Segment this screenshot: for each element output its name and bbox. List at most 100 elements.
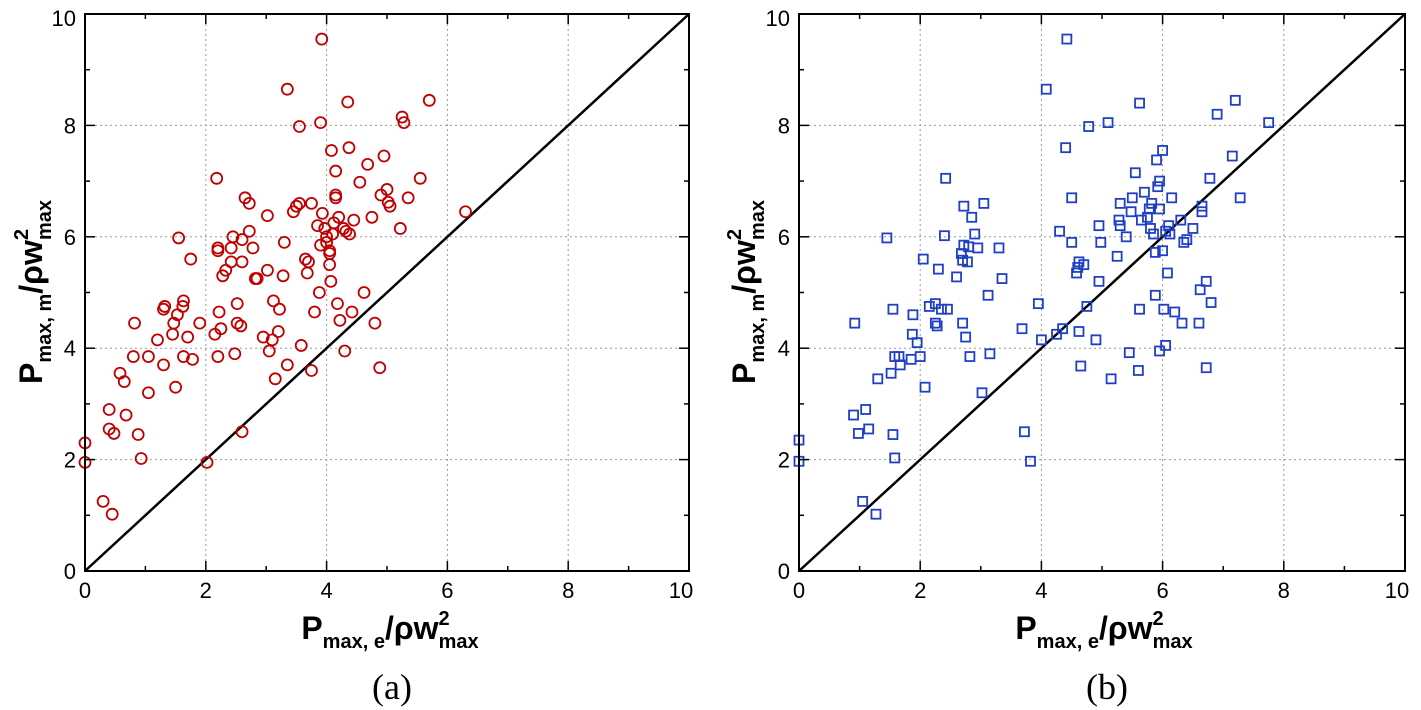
panel-b-data-point [1160, 340, 1172, 351]
panel-a-x-tick-label: 2 [200, 578, 212, 603]
panel-b-data-point [907, 309, 919, 321]
panel-b-data-point [1151, 154, 1162, 166]
panel-a-y-tick-label: 0 [64, 559, 76, 584]
panel-b-data-point [1157, 245, 1168, 257]
panel-a: 0 2 4 6 8 10 0 2 4 6 8 10 Pmax, e/ρw2 max… [11, 6, 693, 707]
panel-b-data-point [1157, 145, 1168, 156]
panel-b-data-point [1051, 328, 1062, 340]
panel-b-data-point [1090, 334, 1102, 346]
panel-a-data-point [234, 319, 248, 333]
panel-a-data-point [341, 95, 355, 109]
panel-b-x-tick-label: 8 [1278, 578, 1290, 603]
panel-a-data-point [261, 209, 274, 223]
panel-a-data-point [459, 205, 472, 219]
panel-a-data-point [273, 302, 286, 316]
panel-a-y-tick-label: 10 [52, 6, 76, 31]
panel-a-data-point [305, 196, 318, 210]
panel-b-data-point [1135, 214, 1147, 226]
panel-b-data-point [1114, 197, 1126, 209]
panel-b-data-point [1234, 192, 1246, 204]
panel-b-data-point [1263, 117, 1275, 129]
panel-b-x-axis-label: Pmax, e/ρw2 max [1015, 608, 1192, 653]
panel-b-data-point [1125, 206, 1137, 218]
panel-b-data-point [923, 301, 935, 312]
panel-b-data-point [936, 303, 947, 315]
panel-a-data-point [224, 241, 238, 255]
panel-b-data-point [966, 211, 978, 223]
panel-a-data-point [177, 350, 190, 363]
panel-b-data-point [887, 303, 899, 315]
panel-a-data-point [142, 350, 155, 363]
panel-a-data-point [256, 330, 270, 344]
panel-a-data-point [395, 110, 409, 124]
panel-b-data-point [939, 230, 950, 242]
panel-a-data-point [230, 316, 244, 330]
panel-a-data-point [397, 116, 411, 130]
panel-a-data-point [151, 333, 164, 347]
panel-a-data-point [119, 408, 133, 422]
panel-a-points [78, 32, 472, 521]
panel-b-x-tick-label: 4 [1035, 578, 1047, 603]
panel-b-data-point [1066, 192, 1078, 204]
panel-b-data-point [1036, 334, 1047, 346]
panel-a-data-point [380, 183, 394, 196]
panel-a-data-point [226, 230, 240, 244]
panel-b-data-point [1196, 200, 1208, 212]
panel-a-data-point [332, 210, 346, 224]
panel-a-data-point [280, 82, 294, 96]
panel-a-data-point [339, 224, 353, 238]
panel-a-y-tick-labels: 0 2 4 6 8 10 [52, 6, 76, 584]
panel-b-data-point [1071, 267, 1082, 279]
panel-a-data-point [211, 350, 225, 363]
panel-b-y-tick-label: 2 [778, 448, 790, 473]
panel-b-y-tick-label: 8 [778, 113, 790, 138]
panel-a-data-point [393, 222, 407, 235]
panel-b-data-point [1095, 236, 1107, 248]
panel-b-x-tick-labels: 0 2 4 6 8 10 [793, 578, 1409, 603]
panel-b-data-point [1200, 275, 1212, 287]
panel-a-data-point [311, 219, 324, 233]
panel-a-data-point [102, 403, 116, 416]
panel-a-data-point [126, 350, 140, 363]
panel-a-data-point [331, 297, 344, 311]
panel-b-data-point [1205, 297, 1217, 308]
panel-a-data-point [271, 325, 285, 338]
panel-a-data-point [361, 157, 375, 171]
panel-b-data-point [1081, 301, 1093, 312]
panel-b-data-point [857, 495, 869, 507]
panel-b-data-point [1154, 345, 1165, 357]
panel-b-data-point [996, 273, 1008, 284]
panel-b-data-point [905, 353, 917, 365]
panel-a-data-point [377, 149, 391, 163]
panel-b-data-point [1175, 214, 1187, 226]
panel-a-data-point [142, 386, 155, 400]
panel-a-data-point [134, 452, 148, 465]
panel-b-data-point [957, 317, 969, 329]
panel-b-data-point [1040, 83, 1052, 95]
panel-b-data-point [1146, 197, 1158, 209]
panel-b-data-point [1066, 236, 1078, 248]
panel-a-data-point [96, 494, 110, 508]
panel-a-data-point [181, 330, 195, 344]
panel-a-data-point [280, 358, 294, 372]
panel-a-data-point [329, 191, 343, 205]
panel-b-data-point [870, 508, 882, 520]
panel-b-data-point [964, 351, 976, 362]
panel-a-y-axis-label: Pmax, m/ρw2max [11, 200, 56, 384]
panel-b-data-point [848, 409, 859, 421]
panel-a-data-point [277, 235, 291, 249]
panel-a-data-point [293, 120, 306, 133]
panel-b-data-point [872, 373, 884, 385]
panel-b-data-point [1166, 192, 1178, 204]
panel-b-data-point [929, 298, 941, 310]
panel-a-data-point [294, 339, 308, 352]
panel-b-data-point [1019, 426, 1030, 438]
panel-a-data-point [211, 244, 225, 258]
panel-a-data-point [242, 196, 256, 210]
panel-b-y-tick-label: 6 [778, 225, 790, 250]
panel-a-data-point [305, 364, 318, 377]
panel-a-x-tick-label: 4 [320, 578, 332, 603]
panel-b-data-point [894, 359, 906, 371]
panel-a-data-point [177, 294, 190, 308]
